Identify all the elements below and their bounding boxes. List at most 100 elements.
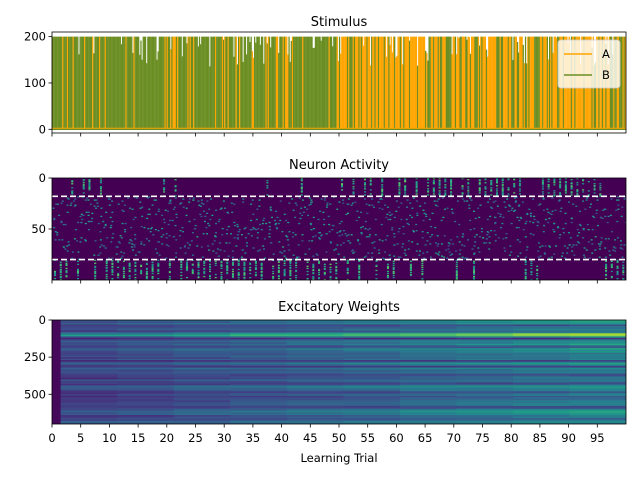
weight-cell (569, 421, 626, 423)
activity-cell (568, 244, 571, 246)
activity-cell (220, 276, 223, 279)
weight-cell (343, 357, 401, 359)
activity-cell (65, 275, 68, 278)
activity-cell (97, 254, 100, 256)
activity-cell (181, 231, 184, 233)
activity-cell (479, 204, 482, 206)
activity-cell (473, 272, 476, 275)
activity-cell (203, 262, 206, 264)
activity-cell (312, 236, 315, 238)
weight-cell (456, 361, 514, 364)
weight-cell (569, 334, 626, 337)
weight-cell (60, 374, 118, 377)
activity-cell (373, 247, 376, 249)
activity-cell (174, 190, 177, 192)
activity-cell (346, 267, 349, 270)
activity-cell (518, 193, 521, 195)
activity-cell (309, 223, 312, 226)
activity-cell (128, 242, 131, 244)
activity-cell (258, 223, 261, 226)
activity-cell (82, 186, 85, 188)
activity-cell (484, 179, 487, 181)
weight-cell (569, 392, 626, 395)
activity-cell (438, 192, 441, 194)
activity-cell (473, 275, 476, 278)
activity-cell (204, 215, 207, 218)
activity-cell (312, 275, 315, 278)
activity-cell (461, 192, 464, 194)
weight-cell (512, 389, 570, 392)
activity-cell (593, 216, 596, 219)
activity-cell (243, 271, 246, 274)
activity-cell (224, 207, 227, 209)
weight-cell (117, 354, 175, 356)
activity-cell (478, 180, 481, 182)
activity-cell (467, 186, 470, 188)
activity-cell (449, 254, 452, 256)
activity-cell (102, 220, 105, 223)
activity-cell (579, 210, 582, 212)
weight-cell (512, 403, 570, 405)
activity-cell (501, 192, 504, 194)
activity-cell (513, 185, 516, 187)
activity-cell (444, 186, 447, 188)
weight-cell (569, 406, 626, 408)
activity-cell (306, 208, 309, 210)
activity-cell (518, 178, 521, 180)
weight-cell (569, 358, 626, 361)
activity-cell (214, 260, 217, 262)
activity-cell (91, 217, 94, 220)
activity-cell (256, 250, 259, 252)
activity-cell (191, 271, 194, 274)
weight-cell (399, 367, 457, 370)
weight-cell (399, 364, 457, 367)
weight-cell (456, 388, 514, 391)
activity-cell (547, 179, 550, 181)
activity-cell (272, 276, 275, 279)
activity-cell (389, 218, 392, 221)
activity-cell (94, 259, 97, 261)
activity-cell (467, 188, 470, 190)
weight-cell (569, 418, 626, 420)
weight-cell (512, 398, 570, 401)
weight-cell (117, 320, 175, 322)
activity-cell (253, 227, 256, 230)
activity-cell (272, 277, 275, 280)
activity-cell (250, 235, 253, 237)
activity-cell (490, 181, 493, 183)
activity-cell (291, 198, 294, 200)
activity-cell (426, 240, 429, 242)
activity-cell (237, 278, 240, 280)
activity-cell (614, 239, 617, 241)
activity-cell (257, 232, 260, 234)
activity-cell (145, 267, 148, 270)
activity-cell (128, 262, 131, 264)
activity-cell (622, 264, 625, 267)
activity-cell (54, 231, 57, 233)
weight-cell (399, 360, 457, 362)
activity-cell (59, 276, 62, 279)
activity-cell (219, 249, 222, 251)
activity-cell (82, 214, 85, 217)
activity-cell (289, 269, 292, 272)
x-tick-label-85: 85 (533, 431, 548, 445)
activity-cell (467, 183, 470, 185)
weight-cell (230, 404, 288, 407)
activity-cell (428, 218, 431, 221)
activity-cell (426, 251, 429, 253)
activity-cell (381, 240, 384, 242)
activity-cell (292, 254, 295, 256)
activity-cell (622, 261, 625, 263)
activity-cell (450, 187, 453, 189)
activity-cell (318, 277, 321, 280)
activity-cell (289, 271, 292, 274)
weight-cell (286, 324, 344, 327)
activity-cell (282, 246, 285, 248)
activity-cell (295, 274, 298, 277)
activity-cell (412, 197, 415, 199)
activity-cell (306, 277, 309, 280)
weight-cell (60, 398, 118, 401)
activity-cell (151, 266, 154, 269)
weight-cell (173, 351, 231, 353)
activity-cell (235, 245, 238, 247)
